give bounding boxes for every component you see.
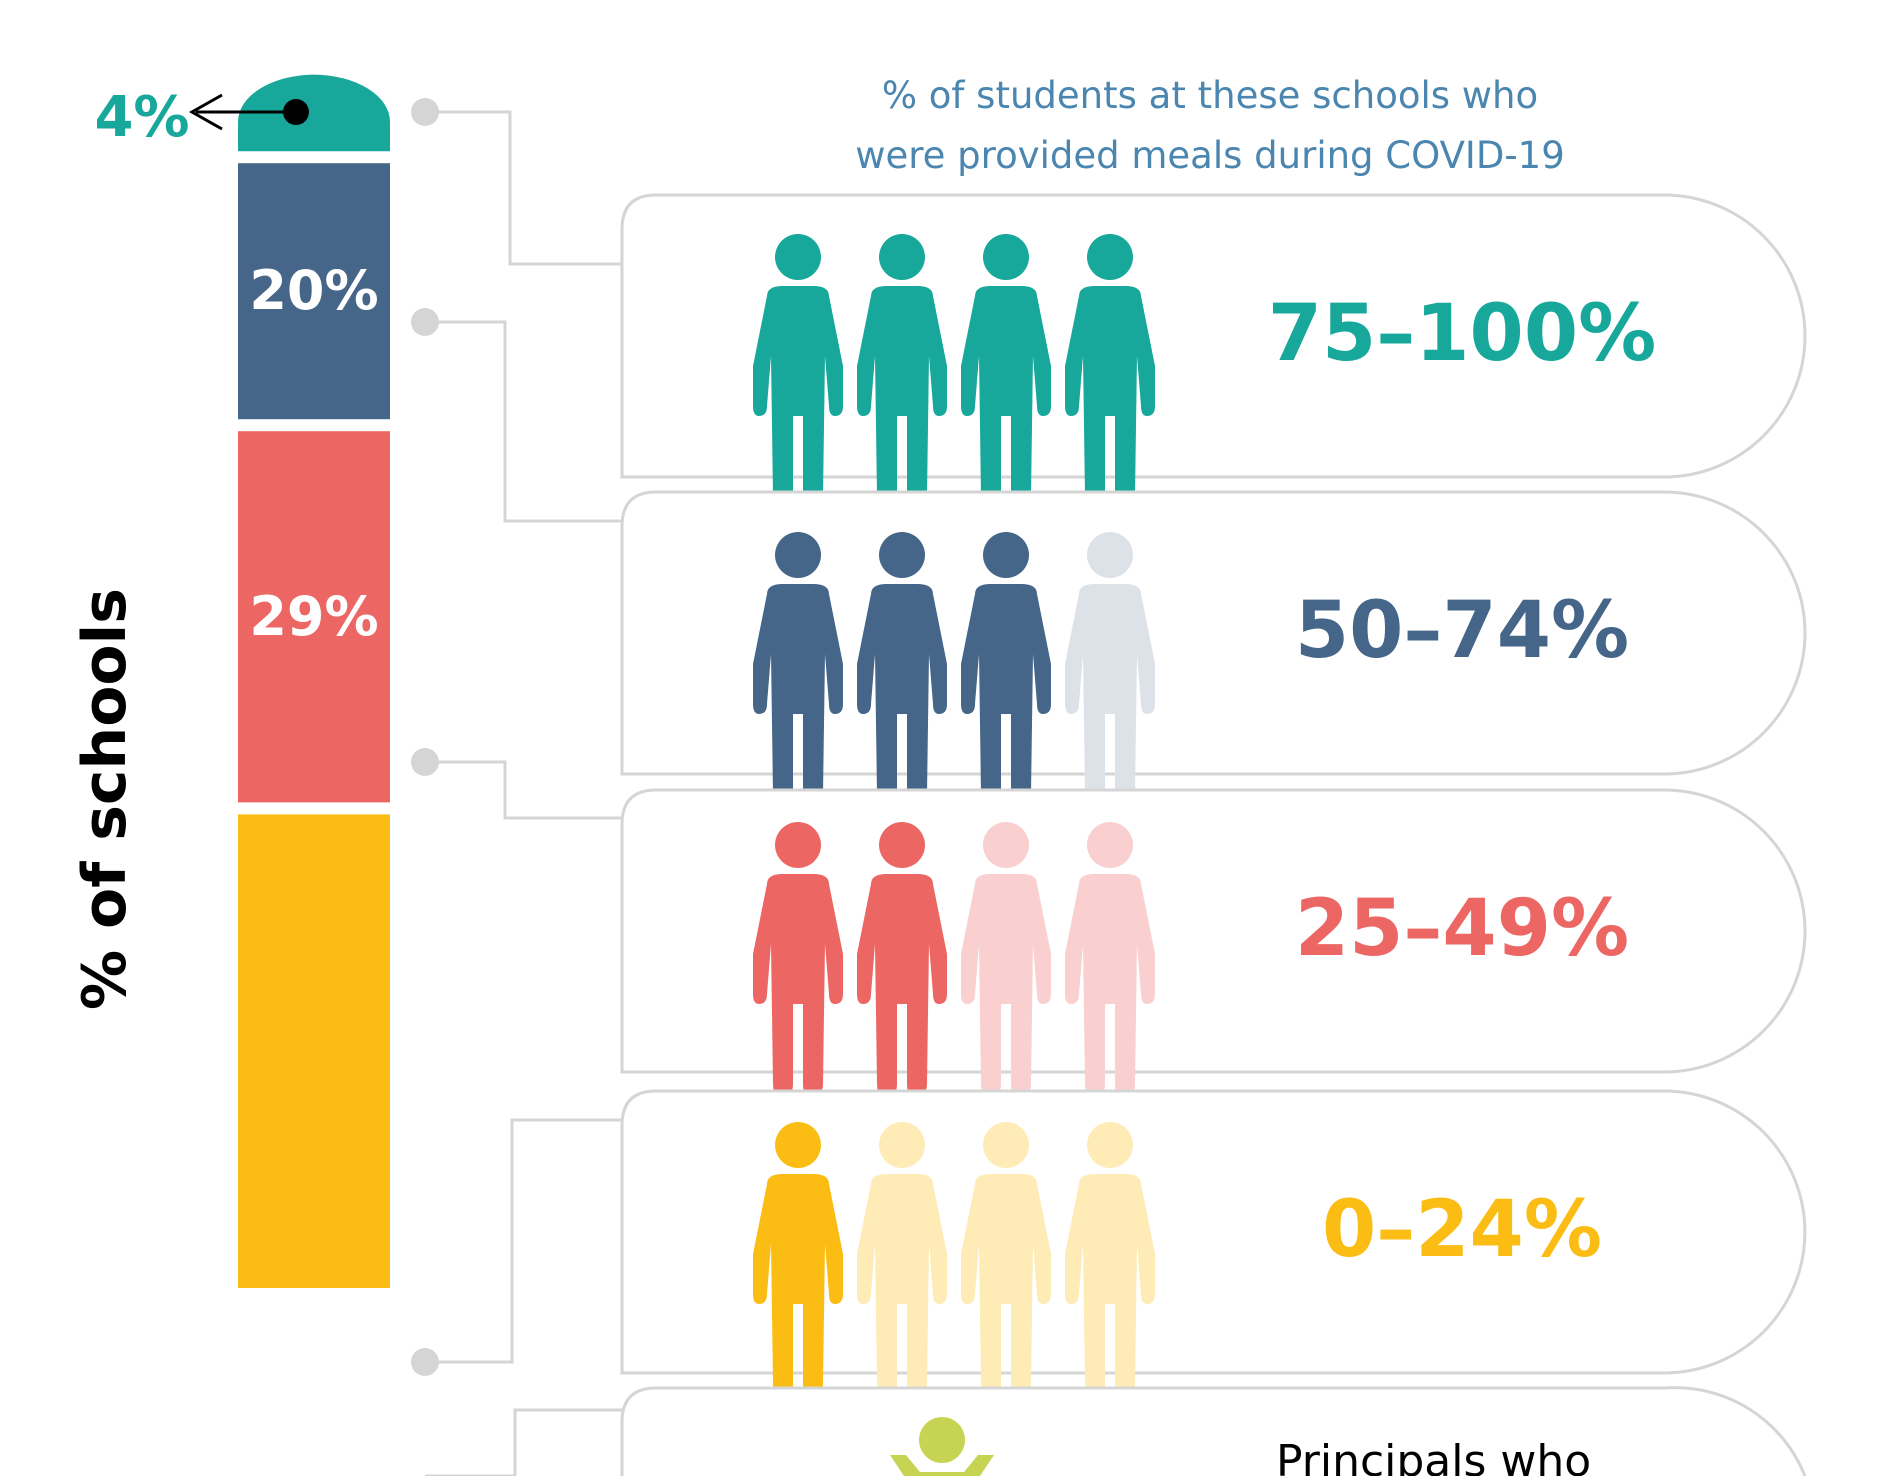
person-icon: [961, 532, 1051, 806]
person-icon: [753, 532, 843, 806]
person-body: [857, 874, 947, 1096]
person-body: [857, 286, 947, 508]
category-label-1: 50–74%: [1295, 586, 1629, 676]
person-head: [775, 1122, 821, 1168]
person-body: [961, 584, 1051, 806]
category-panel-1: 50–74%: [620, 490, 1807, 806]
person-body: [1065, 1174, 1155, 1396]
connector-line-2: [425, 760, 622, 820]
person-icon: [753, 822, 843, 1096]
person-body: [961, 286, 1051, 508]
person-head: [775, 234, 821, 280]
bar-segment-1: [238, 163, 390, 420]
person-icon: [1065, 234, 1155, 508]
bar-value-label-3: 37%: [249, 1332, 378, 1395]
segment-marker-arrow: [188, 93, 223, 131]
bar-segment-0: [238, 74, 390, 152]
chart-title-line-2: were provided meals during COVID-19: [855, 134, 1565, 177]
category-label-2: 25–49%: [1295, 884, 1629, 974]
person-body: [961, 1174, 1051, 1396]
connector-line-4: [425, 1408, 622, 1476]
connector-line-1: [425, 320, 622, 523]
bar-value-label-1: 20%: [249, 259, 378, 322]
chart-title: % of students at these schools who were …: [780, 66, 1640, 186]
person-body: [1065, 286, 1155, 508]
person-head: [919, 1417, 965, 1463]
person-body: [961, 874, 1051, 1096]
person-head: [1087, 234, 1133, 280]
person-body: [1065, 584, 1155, 806]
category-panel-3: 0–24%: [620, 1089, 1807, 1396]
person-icon: [1065, 822, 1155, 1096]
bar-value-label-2: 29%: [249, 585, 378, 648]
person-head: [879, 234, 925, 280]
person-head: [1087, 822, 1133, 868]
person-body: [753, 584, 843, 806]
person-head: [775, 822, 821, 868]
person-body: [1065, 874, 1155, 1096]
person-arms: [890, 1455, 994, 1476]
person-head: [983, 532, 1029, 578]
person-icon: [1065, 1122, 1155, 1396]
category-panel-partial: Principals who: [620, 1386, 1807, 1476]
person-icon: [753, 1122, 843, 1396]
person-body: [753, 874, 843, 1096]
person-icon: [857, 1122, 947, 1396]
bar-segment-2: [238, 431, 390, 803]
person-head: [879, 822, 925, 868]
category-label-0: 75–100%: [1268, 289, 1657, 379]
footer-partial-text: Principals who: [1276, 1436, 1591, 1476]
person-arms-up-icon: [890, 1417, 994, 1476]
person-icon: [857, 532, 947, 806]
person-head: [1087, 532, 1133, 578]
person-body: [753, 1174, 843, 1396]
person-icon: [857, 822, 947, 1096]
category-panel-0: 75–100%: [620, 193, 1807, 508]
person-head: [983, 234, 1029, 280]
category-label-3: 0–24%: [1322, 1185, 1602, 1275]
person-head: [879, 532, 925, 578]
person-icon: [961, 234, 1051, 508]
person-body: [857, 1174, 947, 1396]
person-head: [879, 1122, 925, 1168]
connector-line-3: [425, 1118, 622, 1364]
bar-segment-3: [238, 814, 390, 1288]
person-head: [775, 532, 821, 578]
connector-line-0: [425, 110, 622, 266]
person-icon: [857, 234, 947, 508]
person-head: [1087, 1122, 1133, 1168]
person-icon: [753, 234, 843, 508]
person-icon: [1065, 532, 1155, 806]
person-head: [983, 822, 1029, 868]
panel-outline: [620, 1386, 1807, 1476]
person-body: [857, 584, 947, 806]
person-icon: [961, 1122, 1051, 1396]
person-body: [753, 286, 843, 508]
chart-title-line-1: % of students at these schools who: [881, 74, 1539, 117]
person-head: [983, 1122, 1029, 1168]
bar-value-label-0: 4%: [94, 85, 189, 150]
person-icon: [961, 822, 1051, 1096]
category-panel-2: 25–49%: [620, 788, 1807, 1096]
